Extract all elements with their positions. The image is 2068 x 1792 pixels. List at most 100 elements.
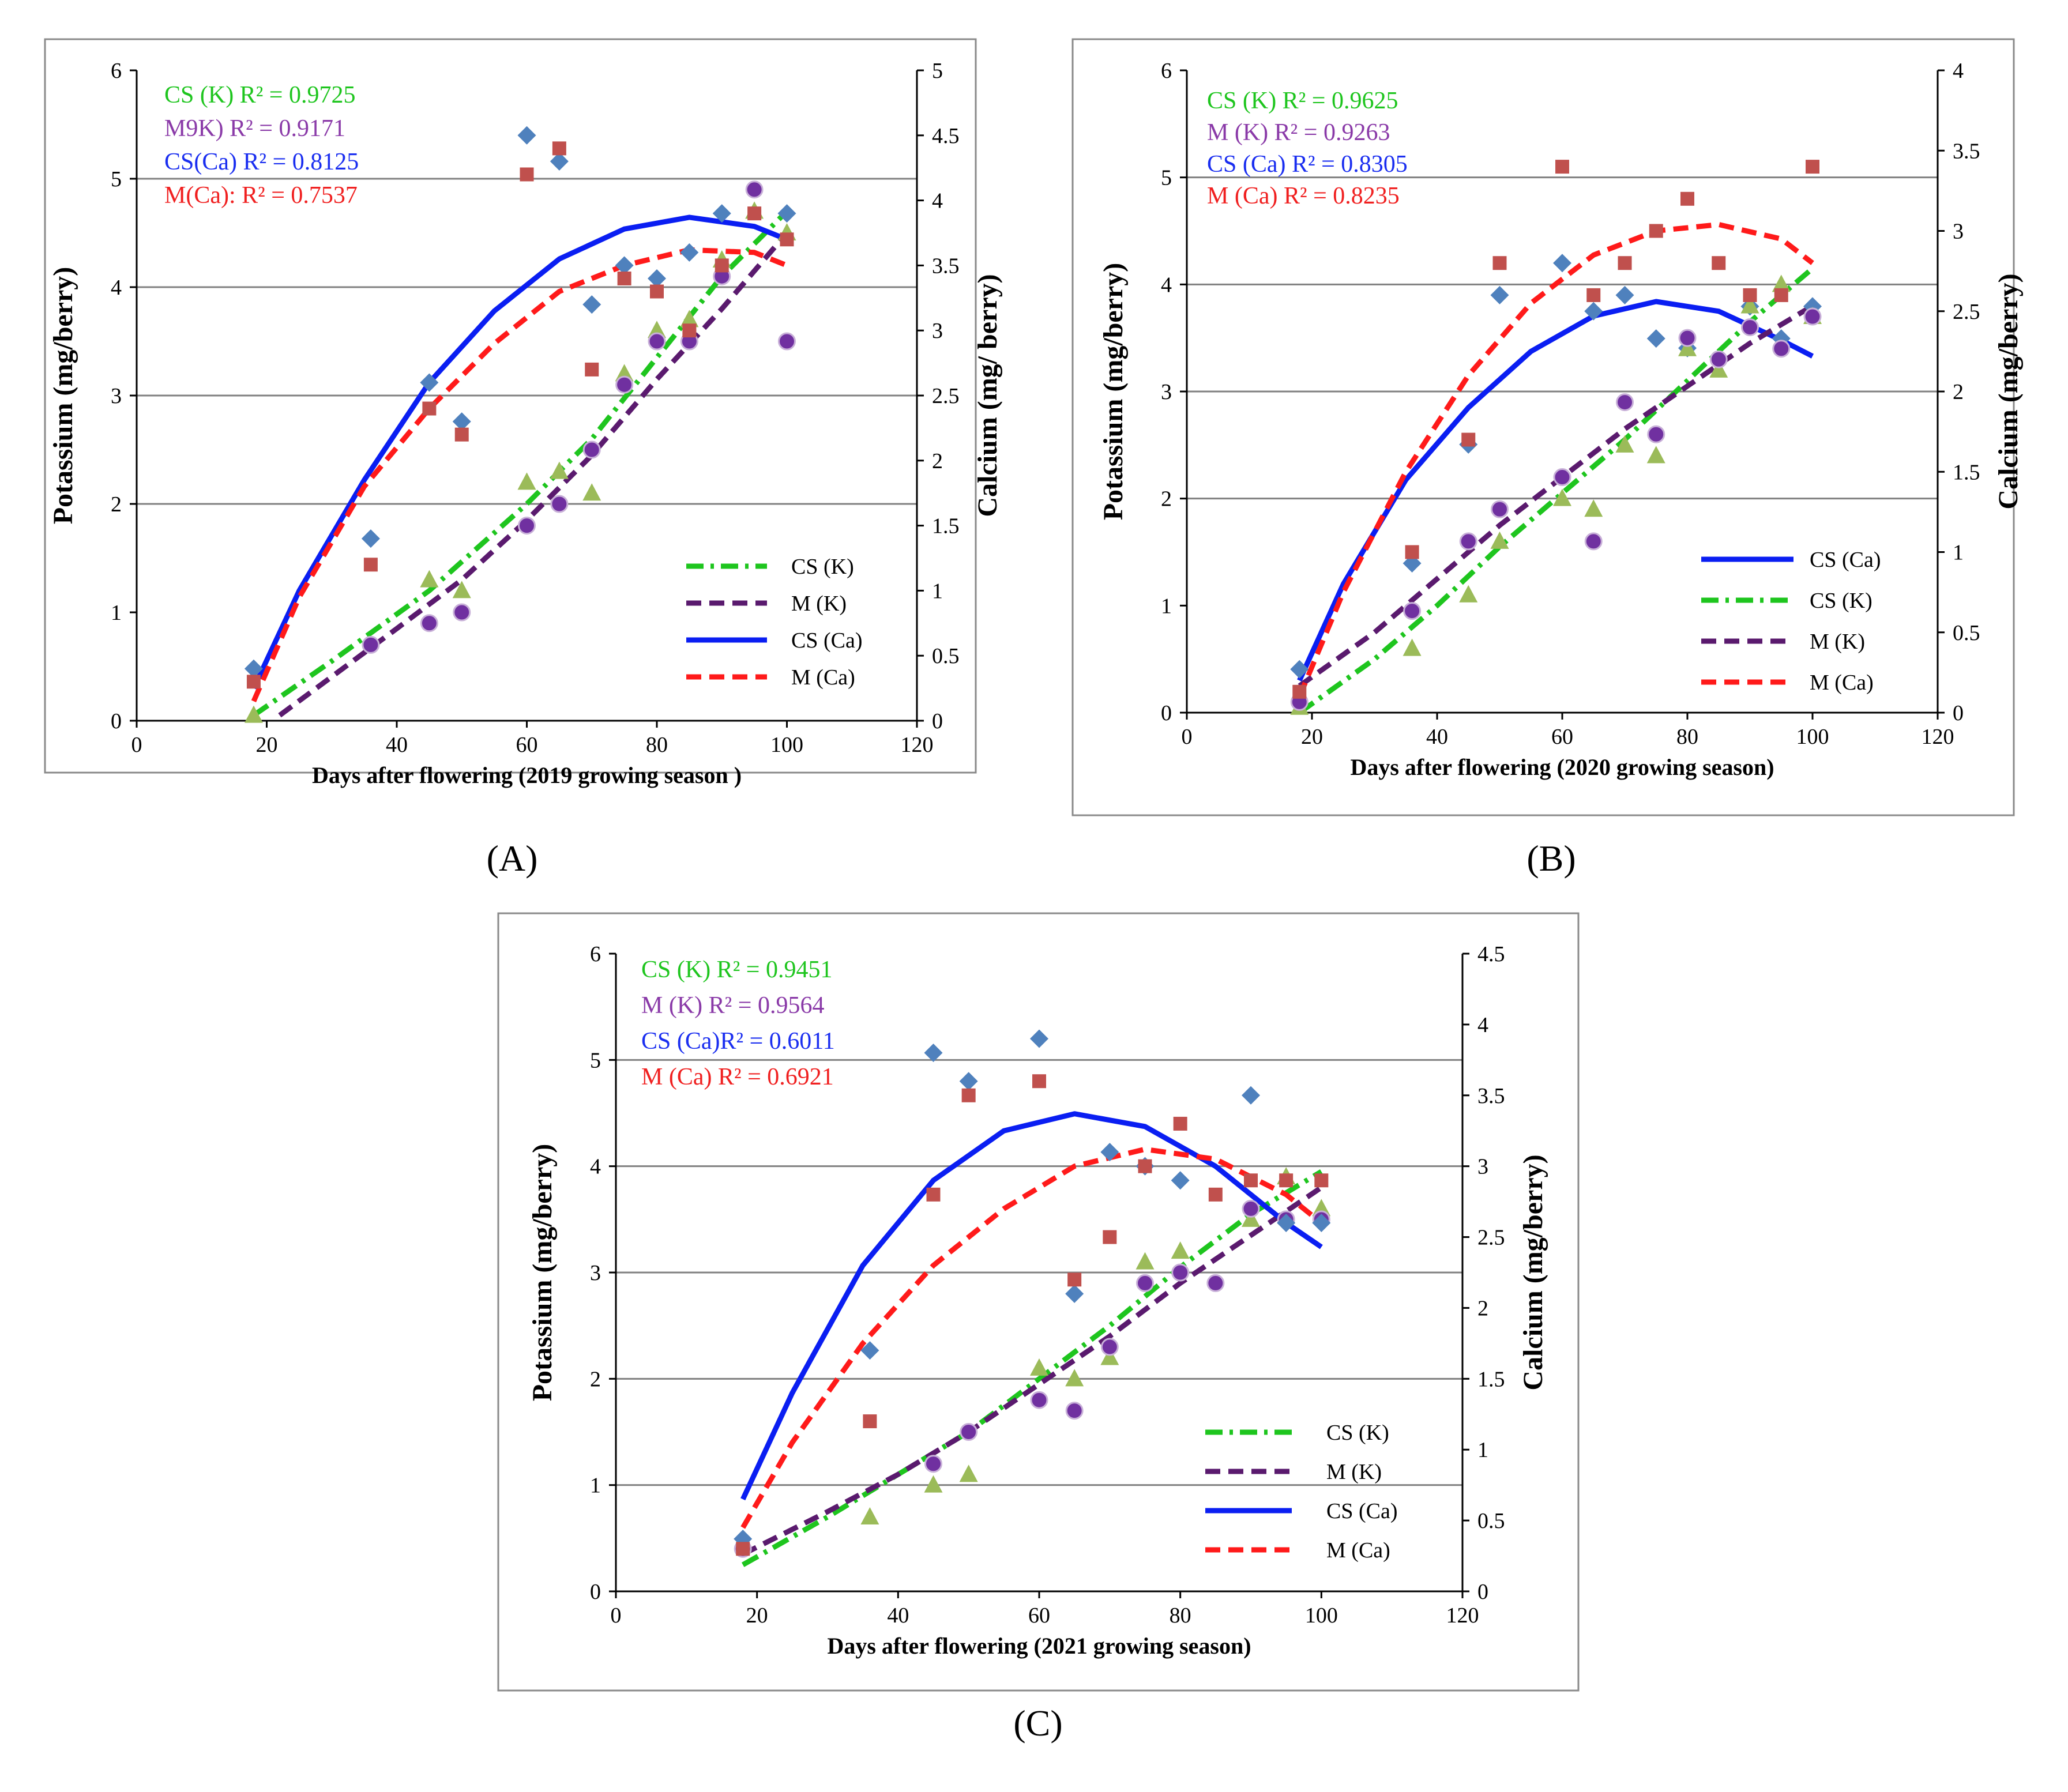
data-point-circle: [550, 495, 569, 513]
data-point-diamond: [1030, 1029, 1048, 1048]
data-point-triangle: [924, 1475, 943, 1493]
data-point-circle: [362, 635, 380, 654]
y-axis-label-right: Calcium (mg/berry): [1993, 273, 2024, 509]
data-point-triangle: [1553, 488, 1571, 506]
data-point-triangle: [1740, 296, 1759, 314]
trendline-mk: [742, 1185, 1323, 1557]
x-tick-label: 20: [256, 733, 278, 757]
y2-tick-label: 1.5: [932, 514, 960, 539]
data-point-circle: [1709, 350, 1728, 368]
r2-annotation: M (Ca) R² = 0.6921: [641, 1064, 834, 1090]
data-point-triangle: [244, 705, 263, 723]
y2-tick-label: 4.5: [932, 124, 960, 148]
data-point-circle: [1741, 318, 1759, 337]
data-point-diamond: [1171, 1171, 1190, 1190]
data-point-diamond: [1065, 1284, 1084, 1303]
x-tick-label: 80: [646, 733, 668, 757]
data-point-square: [1743, 288, 1757, 302]
x-tick-label: 80: [1170, 1603, 1191, 1628]
data-point-square: [520, 167, 534, 182]
data-point-diamond: [1615, 285, 1634, 304]
chart-panel-1: 0 20 40 60 80 100 120012345600.511.522.533.544…: [44, 38, 1003, 788]
data-point-diamond: [361, 529, 380, 548]
data-point-square: [1405, 545, 1419, 559]
y-tick-label: 3: [111, 384, 122, 408]
y2-tick-label: 2.5: [1953, 300, 1980, 324]
data-point-square: [1461, 432, 1476, 447]
x-tick-label: 60: [1028, 1603, 1050, 1628]
x-tick-label: 80: [1676, 725, 1698, 749]
y-tick-label: 2: [590, 1367, 601, 1391]
data-point-diamond: [452, 412, 471, 431]
data-point-diamond: [680, 243, 699, 262]
x-tick-label: 20: [1301, 725, 1323, 749]
data-point-circle: [1772, 340, 1791, 358]
y-tick-label: 3: [590, 1261, 601, 1285]
x-tick-label: 0: [611, 1603, 622, 1628]
data-point-square: [650, 284, 664, 299]
y-tick-label: 1: [1161, 594, 1172, 618]
data-point-circle: [1803, 307, 1822, 326]
data-point-diamond: [924, 1044, 943, 1063]
data-point-circle: [745, 180, 764, 199]
data-point-diamond: [860, 1341, 879, 1360]
data-point-circle: [1584, 532, 1603, 551]
data-point-square: [1492, 256, 1507, 270]
data-point-diamond: [517, 126, 536, 145]
trendline-mk: [278, 231, 789, 718]
y2-tick-label: 0: [1477, 1580, 1488, 1604]
data-point-square: [736, 1542, 750, 1556]
trendline-csk: [1298, 266, 1814, 715]
data-point-diamond: [1100, 1143, 1119, 1162]
legend-label: M (Ca): [1810, 671, 1874, 695]
y-tick-label: 2: [111, 492, 122, 517]
x-tick-label: 100: [1796, 725, 1829, 749]
data-point-diamond: [1646, 329, 1665, 348]
data-point-square: [1208, 1187, 1223, 1202]
y2-tick-label: 4: [1953, 59, 1964, 83]
data-point-triangle: [1490, 531, 1509, 549]
x-axis-label: Days after flowering (2020 growing seaso…: [1350, 754, 1774, 780]
panel-label: (C): [1013, 1703, 1062, 1744]
data-point-square: [1032, 1074, 1046, 1089]
data-point-circle: [1647, 425, 1665, 443]
y-tick-label: 4: [111, 276, 122, 300]
y-tick-label: 6: [590, 942, 601, 966]
data-point-circle: [1616, 393, 1634, 412]
data-point-triangle: [860, 1507, 879, 1524]
panel-label: (A): [487, 838, 538, 879]
chart-panel-3: 0 20 40 60 80 100 120012345600.511.522.533.544…: [497, 912, 1580, 1692]
data-point-triangle: [959, 1465, 978, 1482]
legend-label: CS (Ca): [1326, 1499, 1398, 1523]
legend-label: M (Ca): [791, 665, 855, 690]
data-point-triangle: [1615, 435, 1634, 453]
y2-tick-label: 4: [932, 189, 943, 213]
data-point-square: [780, 232, 794, 247]
r2-annotation: CS(Ca) R² = 0.8125: [164, 149, 359, 175]
y-tick-label: 6: [1161, 59, 1172, 83]
data-point-square: [585, 362, 599, 377]
data-point-circle: [615, 375, 634, 394]
legend-label: M (K): [1326, 1460, 1382, 1484]
data-point-diamond: [582, 295, 601, 314]
data-point-triangle: [1646, 446, 1665, 464]
data-point-square: [1806, 160, 1819, 174]
data-point-circle: [960, 1423, 978, 1441]
y2-tick-label: 1.5: [1477, 1367, 1505, 1391]
y2-tick-label: 0.5: [1953, 621, 1980, 645]
data-point-triangle: [1459, 585, 1478, 603]
data-point-diamond: [648, 269, 666, 288]
y2-tick-label: 5: [932, 59, 943, 83]
x-tick-label: 20: [746, 1603, 768, 1628]
data-point-circle: [1553, 468, 1571, 487]
data-point-triangle: [1678, 338, 1697, 356]
data-point-diamond: [1584, 302, 1603, 321]
r2-annotation: M(Ca): R² = 0.7537: [164, 182, 358, 209]
data-point-square: [1618, 256, 1632, 270]
data-point-diamond: [615, 256, 634, 275]
data-point-triangle: [1709, 360, 1728, 378]
y-tick-label: 5: [111, 167, 122, 191]
r2-annotation: CS (K) R² = 0.9725: [164, 82, 355, 108]
y2-tick-label: 2.5: [1477, 1226, 1505, 1250]
